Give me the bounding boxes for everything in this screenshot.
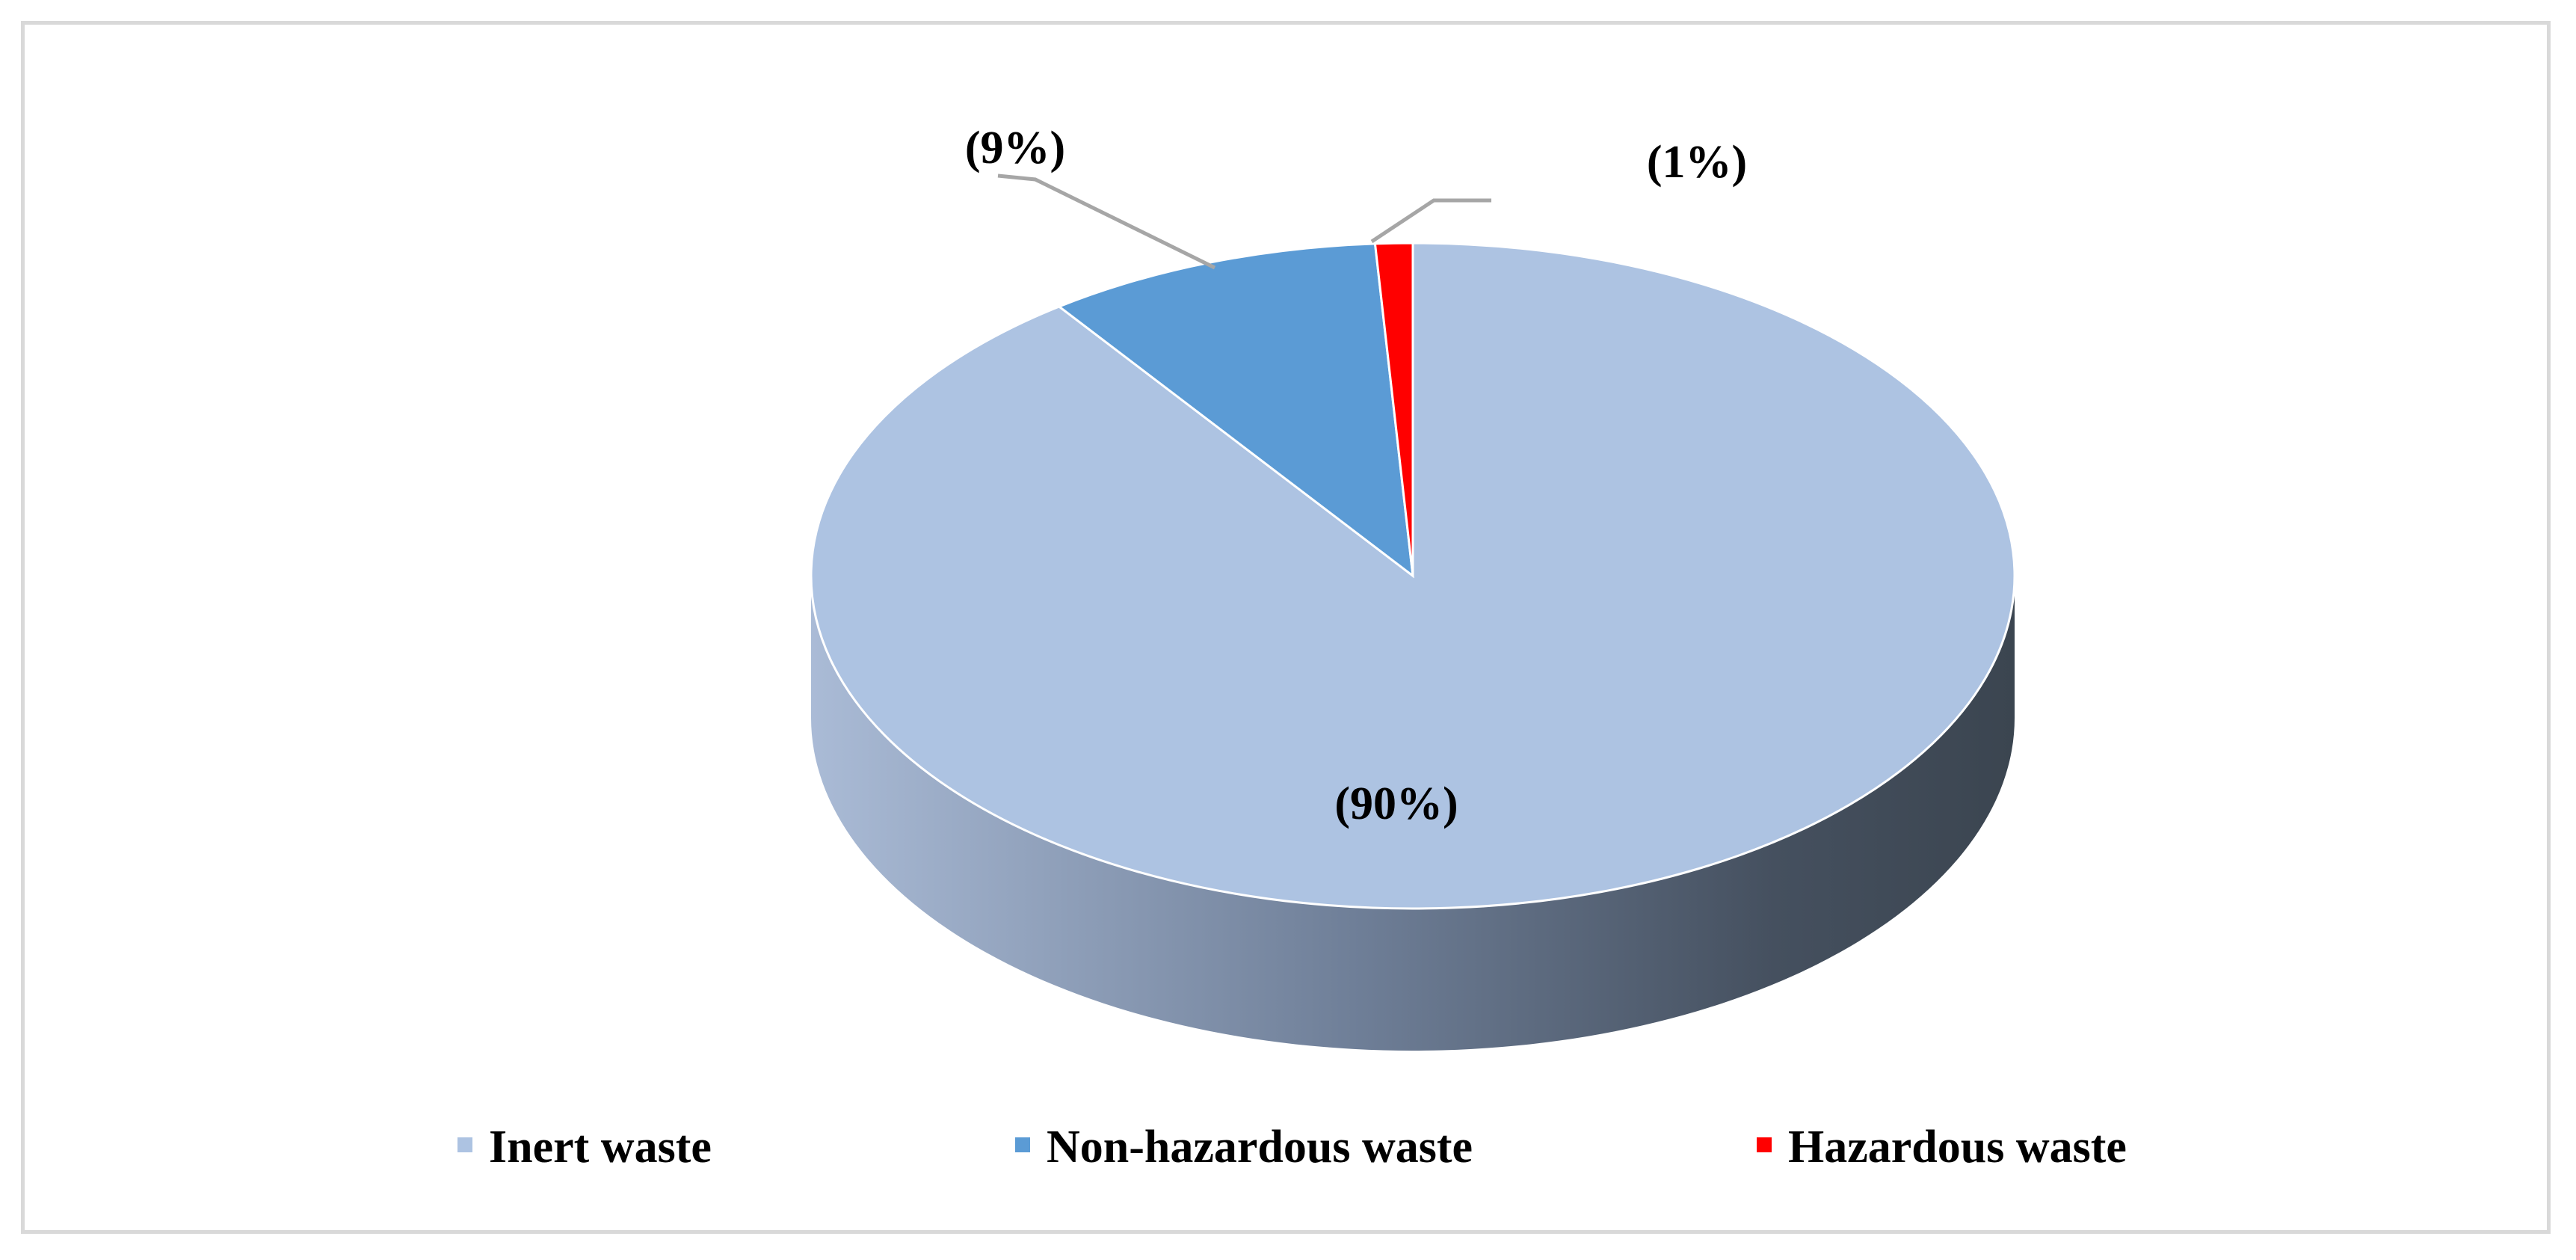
legend-item-inert-waste: Inert waste [457, 1122, 712, 1173]
leader-line-2 [1370, 198, 1491, 244]
legend-item-hazardous-waste: Hazardous waste [1757, 1122, 2127, 1173]
data-label-non-hazardous-waste: (9%) [965, 123, 1065, 173]
legend-swatch [457, 1137, 472, 1152]
legend-item-non-hazardous-waste: Non-hazardous waste [1015, 1122, 1473, 1173]
leader-line-1 [997, 173, 1216, 270]
pie-side-wall [811, 576, 2015, 1051]
pie-slice-non-hazardous-waste [1056, 242, 1414, 579]
legend-swatch [1015, 1137, 1030, 1152]
legend-swatch [1757, 1137, 1772, 1152]
legend-label: Hazardous waste [1788, 1122, 2127, 1173]
pie-slice-hazardous-waste [1373, 242, 1414, 577]
legend-label: Inert waste [489, 1122, 712, 1173]
data-label-hazardous-waste: (1%) [1647, 137, 1747, 188]
legend: Inert waste Non-hazardous waste Hazardous … [457, 1122, 2127, 1173]
legend-label: Non-hazardous waste [1047, 1122, 1473, 1173]
data-label-inert-waste: (90%) [1334, 778, 1458, 829]
